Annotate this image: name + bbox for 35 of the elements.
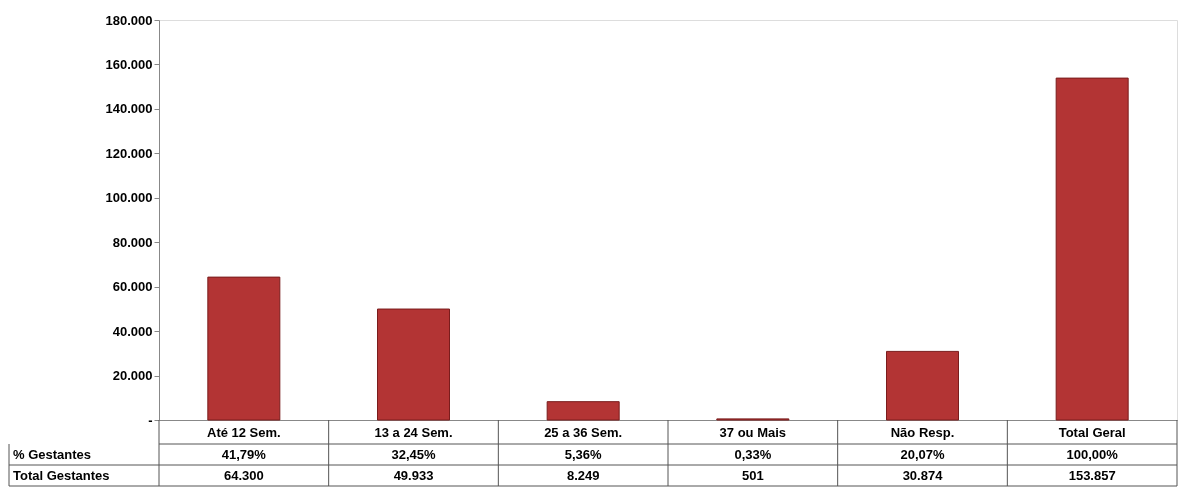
bar (207, 276, 281, 421)
data-label: 153.857 (1068, 467, 1116, 483)
bar (886, 350, 959, 421)
x-tick-label: 25 a 36 Sem. (544, 424, 623, 440)
y-tick-label: 100.000 (105, 190, 153, 206)
x-tick-label: 13 a 24 Sem. (374, 424, 453, 440)
text: 20,07% (900, 446, 945, 462)
text: 0,33% (734, 446, 772, 462)
data-label: 501 (741, 467, 764, 483)
text: % Gestantes (13, 446, 92, 462)
text: 100,00% (1066, 446, 1119, 462)
x-tick-label: 37 ou Mais (719, 424, 787, 440)
y-tick-label: 120.000 (105, 145, 153, 161)
data-label: 49.933 (393, 467, 434, 483)
data-label: 8.249 (566, 467, 600, 483)
y-tick-label: 160.000 (105, 56, 153, 72)
bar (1055, 77, 1129, 421)
x-tick-label: Não Resp. (890, 424, 955, 440)
text: 5,36% (564, 446, 603, 462)
data-label: 30.874 (902, 467, 944, 483)
text: 41,79% (221, 446, 267, 462)
bar (377, 308, 450, 421)
y-tick-label: 60.000 (112, 279, 153, 295)
y-tick-label: 180.000 (105, 12, 153, 28)
x-tick-label: Até 12 Sem. (206, 424, 281, 440)
y-tick-label: 80.000 (112, 234, 153, 250)
y-tick-label: 140.000 (105, 101, 153, 117)
data-label: 64.300 (223, 467, 264, 483)
x-tick-label: Total Geral (1058, 424, 1126, 440)
y-tick-label: 40.000 (112, 323, 153, 339)
text: Total Gestantes (13, 467, 110, 483)
text: 32,45% (391, 446, 436, 462)
y-tick-label: 20.000 (112, 368, 153, 384)
bar (546, 401, 620, 421)
y-tick-label: - (148, 412, 153, 428)
